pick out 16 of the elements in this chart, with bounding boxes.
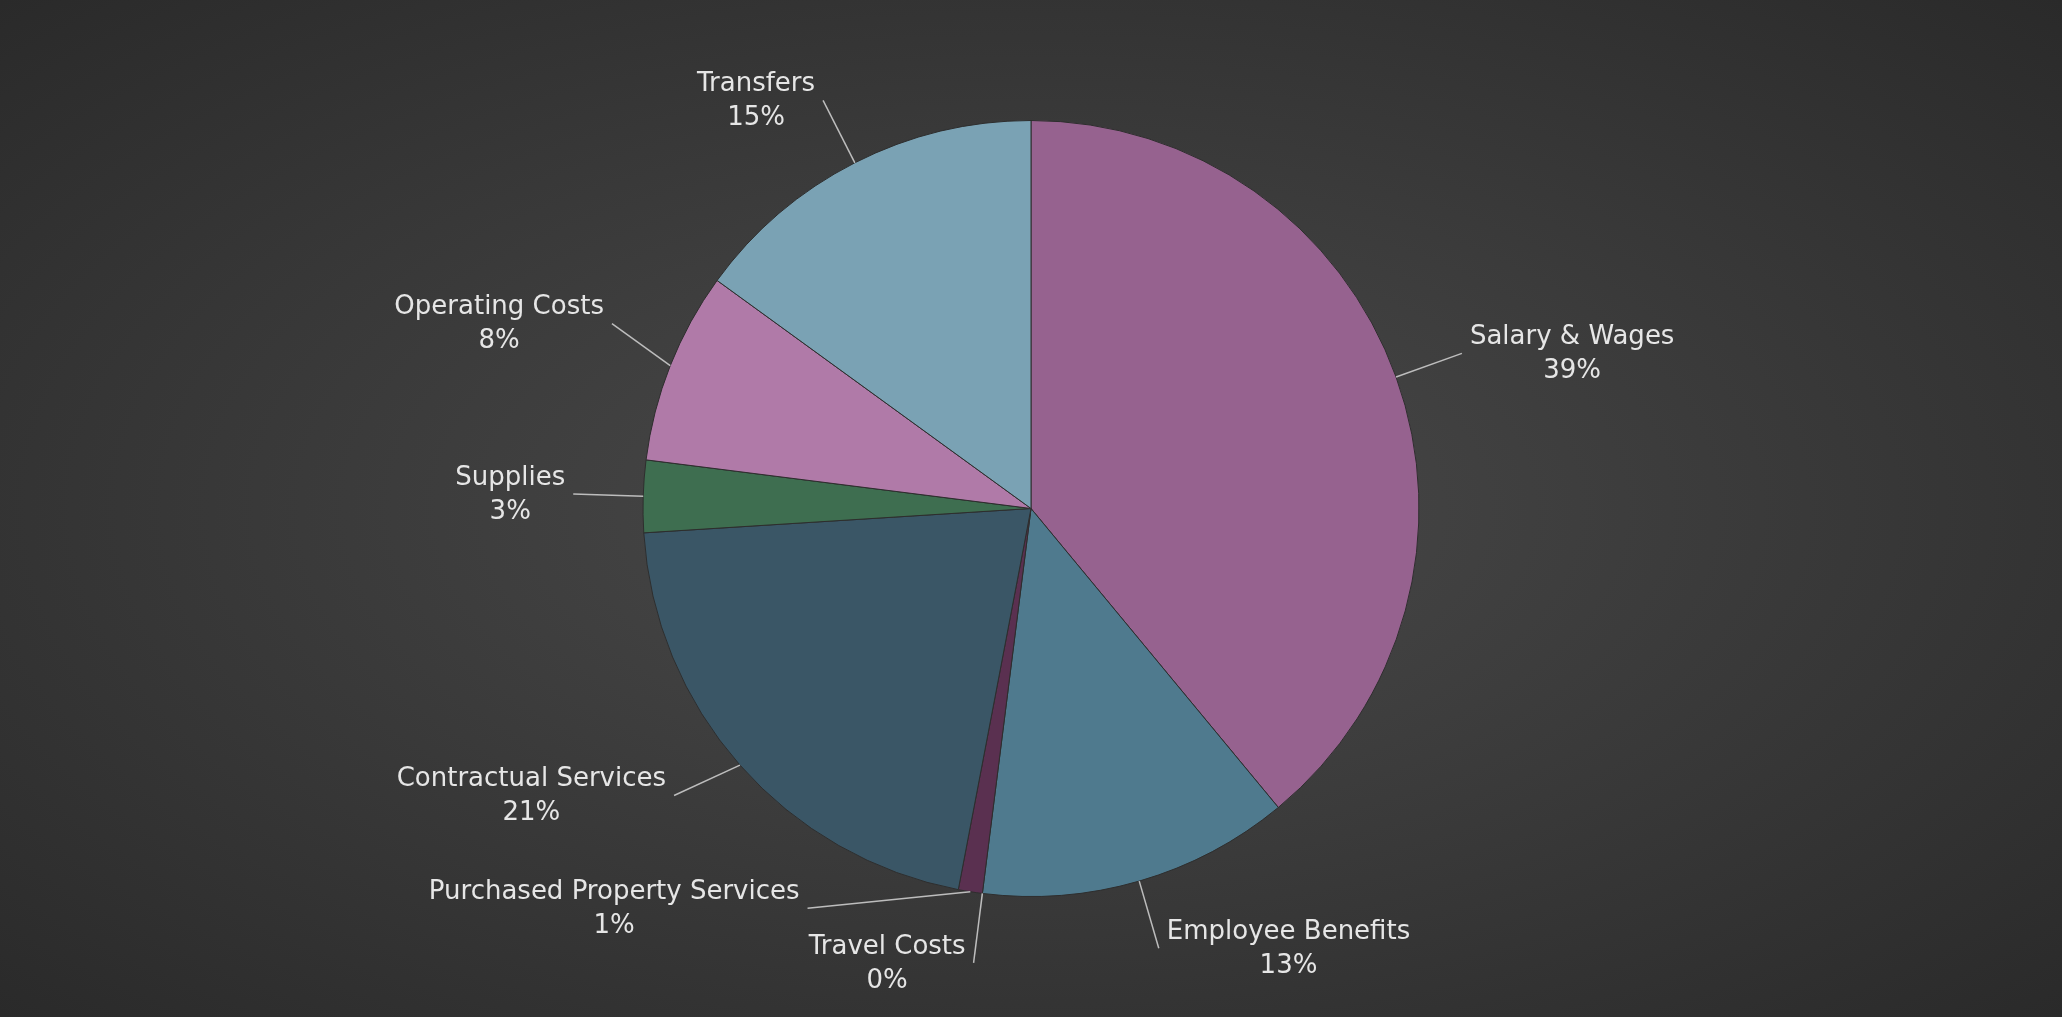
data-label: 3% [489, 494, 531, 525]
category-label: Travel Costs [808, 929, 966, 960]
text: 0% [866, 963, 908, 994]
data-label: 1% [593, 909, 635, 940]
data-label: 39% [1543, 354, 1602, 385]
slice-label: Employee Benefits [1166, 915, 1411, 946]
data-label: 13% [1259, 949, 1318, 980]
data-label: 8% [478, 324, 520, 355]
data-label: 21% [502, 796, 561, 827]
slice-label: Salary & Wages [1469, 320, 1675, 351]
slice-label: Contractual Services [396, 762, 667, 793]
data-label: 15% [727, 101, 785, 132]
slice-label: Purchased Property Services [428, 875, 800, 906]
slice-label: Operating Costs [394, 290, 604, 321]
slice-label: Transfers [695, 67, 816, 98]
slice-label: Supplies [455, 460, 566, 491]
